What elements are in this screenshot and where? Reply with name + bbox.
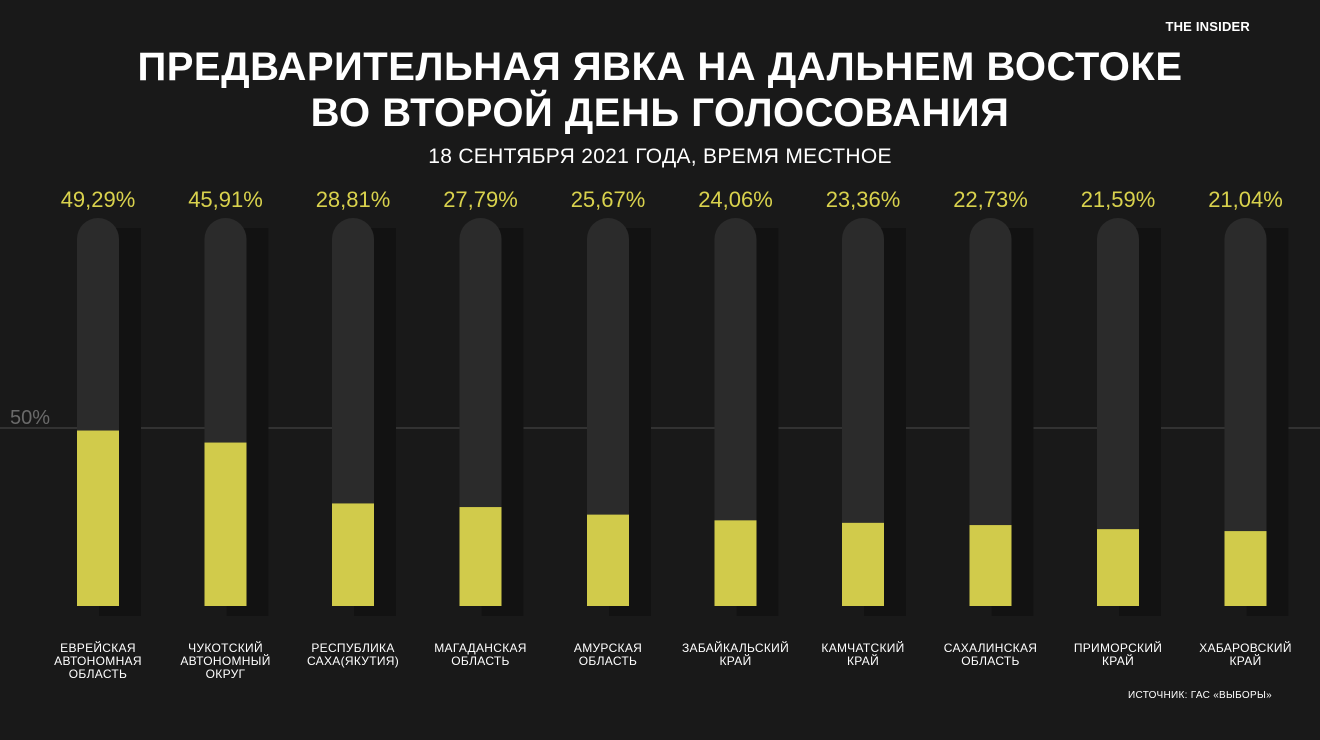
bar-fill: [204, 442, 247, 606]
category-label-line: МАГАДАНСКАЯ: [434, 641, 527, 655]
category-label-line: КРАЙ: [719, 653, 751, 668]
category-label-line: КРАЙ: [1229, 653, 1261, 668]
bar-fill: [714, 520, 757, 606]
bar-fill: [587, 514, 629, 606]
category-label-line: ОКРУГ: [206, 667, 246, 681]
category-label-line: АВТОНОМНЫЙ: [180, 653, 270, 668]
chart-title: ПРЕДВАРИТЕЛЬНАЯ ЯВКА НА ДАЛЬНЕМ ВОСТОКЕ …: [0, 44, 1320, 136]
category-label: ХАБАРОВСКИЙ КРАЙ: [1199, 640, 1292, 668]
bar-track: [587, 218, 629, 606]
chart-subtitle: 18 СЕНТЯБРЯ 2021 ГОДА, ВРЕМЯ МЕСТНОЕ: [428, 145, 892, 168]
value-label: 45,91%: [188, 187, 263, 212]
reference-label: 50%: [10, 407, 50, 429]
bar-fill: [1097, 529, 1139, 606]
brand-logo: THE INSIDER: [1165, 19, 1250, 34]
bar-fill: [1224, 531, 1267, 606]
value-label: 28,81%: [316, 187, 391, 212]
category-label-line: ЕВРЕЙСКАЯ: [60, 640, 136, 655]
category-label: АМУРСКАЯ ОБЛАСТЬ: [574, 641, 642, 668]
category-label-line: ОБЛАСТЬ: [451, 654, 509, 668]
bar-fill: [459, 507, 502, 606]
title-line-2: ВО ВТОРОЙ ДЕНЬ ГОЛОСОВАНИЯ: [310, 91, 1010, 135]
category-label: КАМЧАТСКИЙ КРАЙ: [821, 640, 904, 668]
value-label: 25,67%: [571, 187, 646, 212]
category-label: ЗАБАЙКАЛЬСКИЙ КРАЙ: [682, 640, 789, 668]
category-label: САХАЛИНСКАЯ ОБЛАСТЬ: [944, 641, 1037, 668]
category-label-line: ОБЛАСТЬ: [961, 654, 1019, 668]
category-label-line: ОБЛАСТЬ: [69, 667, 127, 681]
value-label: 22,73%: [953, 187, 1028, 212]
value-label: 21,04%: [1208, 187, 1283, 212]
bar-fill: [332, 503, 374, 606]
bar-track: [1097, 218, 1139, 606]
category-label-line: АВТОНОМНАЯ: [54, 654, 142, 668]
category-label-line: КРАЙ: [847, 653, 879, 668]
bar-fill: [969, 525, 1012, 606]
category-label: РЕСПУБЛИКА САХА(ЯКУТИЯ): [307, 641, 399, 668]
category-label-line: АМУРСКАЯ: [574, 641, 642, 655]
value-label: 23,36%: [826, 187, 901, 212]
bar-fill: [77, 430, 119, 606]
value-label: 27,79%: [443, 187, 518, 212]
category-label-line: КАМЧАТСКИЙ: [821, 640, 904, 655]
bar-track: [1224, 218, 1267, 607]
category-label: ЕВРЕЙСКАЯ АВТОНОМНАЯ ОБЛАСТЬ: [54, 640, 142, 681]
bar-track: [714, 218, 757, 607]
category-label-line: САХАЛИНСКАЯ: [944, 641, 1037, 655]
source-note: ИСТОЧНИК: ГАС «ВЫБОРЫ»: [1128, 690, 1272, 701]
category-label-line: ОБЛАСТЬ: [579, 654, 637, 668]
bar-track: [842, 218, 884, 606]
category-label-line: ЗАБАЙКАЛЬСКИЙ: [682, 640, 789, 655]
category-label-line: ХАБАРОВСКИЙ: [1199, 640, 1292, 655]
category-label: ЧУКОТСКИЙ АВТОНОМНЫЙ ОКРУГ: [180, 640, 270, 681]
category-label-line: КРАЙ: [1102, 653, 1134, 668]
category-label-line: ЧУКОТСКИЙ: [188, 640, 263, 655]
category-label: ПРИМОРСКИЙ КРАЙ: [1074, 640, 1162, 668]
category-label-line: САХА(ЯКУТИЯ): [307, 654, 399, 668]
title-line-1: ПРЕДВАРИТЕЛЬНАЯ ЯВКА НА ДАЛЬНЕМ ВОСТОКЕ: [137, 45, 1183, 89]
value-label: 24,06%: [698, 187, 773, 212]
bar-track: [969, 218, 1012, 607]
category-label-line: РЕСПУБЛИКА: [311, 641, 394, 655]
value-label: 21,59%: [1081, 187, 1156, 212]
category-label-line: ПРИМОРСКИЙ: [1074, 640, 1162, 655]
category-label: МАГАДАНСКАЯ ОБЛАСТЬ: [434, 641, 527, 668]
bar-fill: [842, 522, 884, 606]
value-label: 49,29%: [61, 187, 136, 212]
